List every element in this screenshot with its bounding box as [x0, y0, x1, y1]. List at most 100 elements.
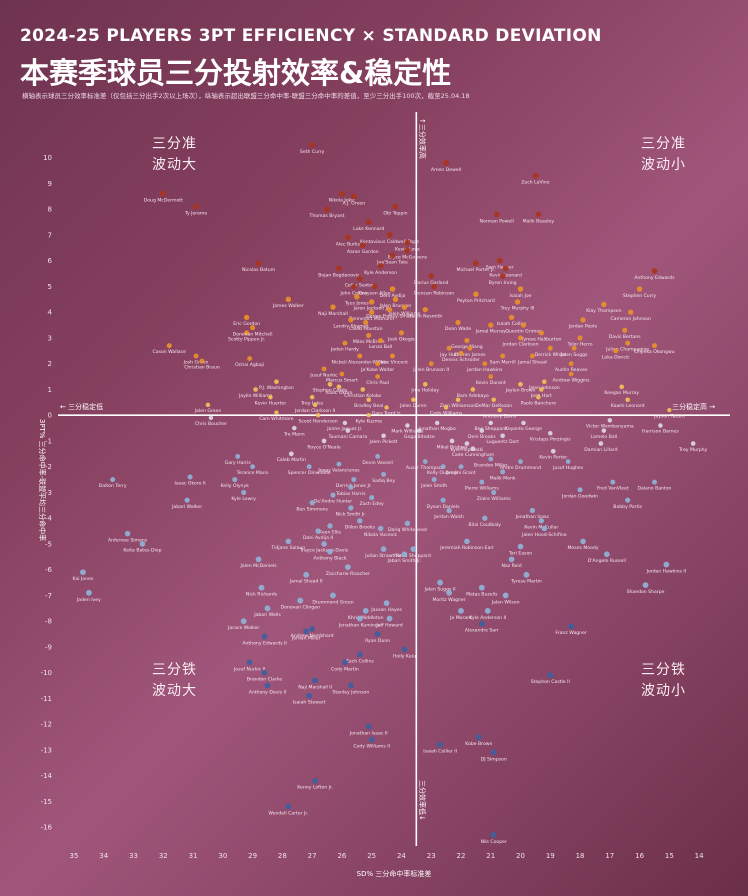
y-tick-label: -2: [45, 463, 52, 471]
data-point: [350, 193, 357, 200]
point-label: Royce O'Neale: [307, 444, 341, 450]
data-point: [249, 325, 256, 331]
point-label: Jordan Goodwin: [561, 493, 598, 499]
point-label: Jalen McDaniels: [239, 563, 277, 569]
point-label: Donovan Mitchell: [233, 331, 273, 337]
data-point: [193, 353, 199, 359]
data-point: [529, 353, 535, 359]
data-point: [336, 384, 342, 390]
point-label: Miles McBride: [353, 339, 385, 345]
data-point: [365, 219, 372, 226]
point-label: Tyus Jones: [344, 301, 369, 307]
data-point: [458, 350, 464, 356]
point-label: Jamal Shead II: [289, 579, 323, 585]
y-tick-label: -6: [45, 566, 53, 574]
data-point: [651, 268, 658, 274]
quadrant-top-left-line1: 三分准: [152, 136, 197, 152]
data-point: [166, 343, 172, 349]
data-point: [491, 489, 497, 495]
point-label: Dennis Schroder: [442, 357, 480, 363]
y-tick-label: 8: [48, 206, 52, 214]
point-label: Jonathan Isaac II: [349, 731, 388, 737]
data-point: [208, 415, 214, 420]
point-label: Stephon Castle: [313, 388, 348, 394]
x-tick-label: 30: [218, 852, 227, 860]
point-label: Franz Wagner: [555, 630, 587, 636]
data-point: [536, 394, 541, 400]
x-tick-label: 14: [695, 852, 704, 860]
data-point: [348, 505, 354, 511]
data-point: [467, 345, 473, 351]
point-label: Klay Thompson: [586, 308, 621, 314]
data-point: [538, 330, 544, 336]
data-point: [607, 418, 613, 423]
data-point: [490, 749, 497, 756]
data-point: [434, 420, 440, 426]
data-point: [205, 402, 211, 408]
point-label: Sadiq Bey: [372, 478, 395, 484]
x-tick-label: 26: [337, 852, 346, 860]
point-label: Reed Sheppard: [396, 553, 431, 559]
data-point: [482, 361, 488, 367]
data-point: [246, 659, 253, 666]
x-tick-label: 34: [99, 852, 108, 860]
point-label: Peyton Pritchard: [457, 298, 495, 304]
data-point: [232, 477, 238, 483]
data-point: [351, 477, 357, 483]
data-point: [440, 464, 446, 470]
data-point: [187, 474, 193, 480]
point-label: Jordan Hawkins: [466, 367, 503, 373]
data-point: [577, 335, 583, 341]
data-point: [344, 234, 351, 241]
data-point: [470, 446, 476, 452]
x-tick-label: 29: [248, 852, 257, 860]
y-tick-label: -14: [41, 772, 53, 780]
x-tick-label: 19: [546, 852, 555, 860]
point-label: Zach LaVine: [521, 180, 549, 186]
point-label: Jeff Howard: [375, 623, 402, 629]
data-point: [446, 345, 452, 351]
point-label: Jonathan Mogbo: [418, 426, 456, 432]
point-label: Chris Paul: [366, 380, 389, 386]
data-point: [303, 571, 310, 578]
point-label: Stephon Castle II: [531, 679, 570, 685]
point-label: Marcus Smart: [326, 377, 358, 383]
quadrant-bottom-left-line1: 三分铁: [152, 662, 197, 678]
x-tick-label: 35: [70, 852, 79, 860]
point-label: Caleb Houstan: [349, 326, 383, 332]
point-label: Scotty Pippen Jr.: [228, 336, 265, 342]
data-point: [411, 397, 416, 403]
data-point: [636, 286, 643, 292]
y-tick-label: -7: [45, 592, 52, 600]
data-point: [517, 286, 524, 292]
data-point: [475, 734, 482, 740]
point-label: Tre Mann: [283, 431, 305, 437]
point-label: Damian Lillard: [584, 447, 617, 453]
point-label: Kelly Olynyk: [221, 483, 250, 489]
point-label: Jordan Hawkins II: [646, 568, 687, 574]
data-point: [374, 631, 381, 637]
point-label: Jordan Clarkson II: [294, 408, 335, 414]
point-label: DJ Simpson: [481, 756, 507, 762]
data-point: [309, 625, 316, 632]
data-point: [490, 831, 497, 838]
point-label: Eric Gordon: [233, 321, 260, 327]
point-label: Jordan Walsh: [433, 514, 464, 520]
point-label: Isaiah Collier: [497, 321, 527, 327]
point-label: Tobias Harris: [335, 491, 366, 497]
data-point: [348, 484, 354, 490]
x-tick-label: 32: [159, 852, 168, 860]
point-label: Mikal Bridges: [437, 444, 468, 450]
point-label: Ryan Dunn: [365, 638, 390, 644]
point-label: Bennedict Mathurin: [349, 316, 394, 322]
point-label: Tidjane Salaun: [270, 545, 305, 551]
data-point: [449, 438, 455, 444]
data-point: [330, 304, 336, 310]
point-label: Jalen Brunson: [379, 303, 412, 309]
point-label: Goga Bitadze: [404, 434, 435, 440]
data-point: [404, 520, 411, 527]
y-axis-label: 3PT% 三分命中率-联盟平均三分命中率: [38, 419, 47, 541]
point-label: Jaylen Brown: [505, 388, 536, 394]
data-point: [455, 319, 461, 326]
